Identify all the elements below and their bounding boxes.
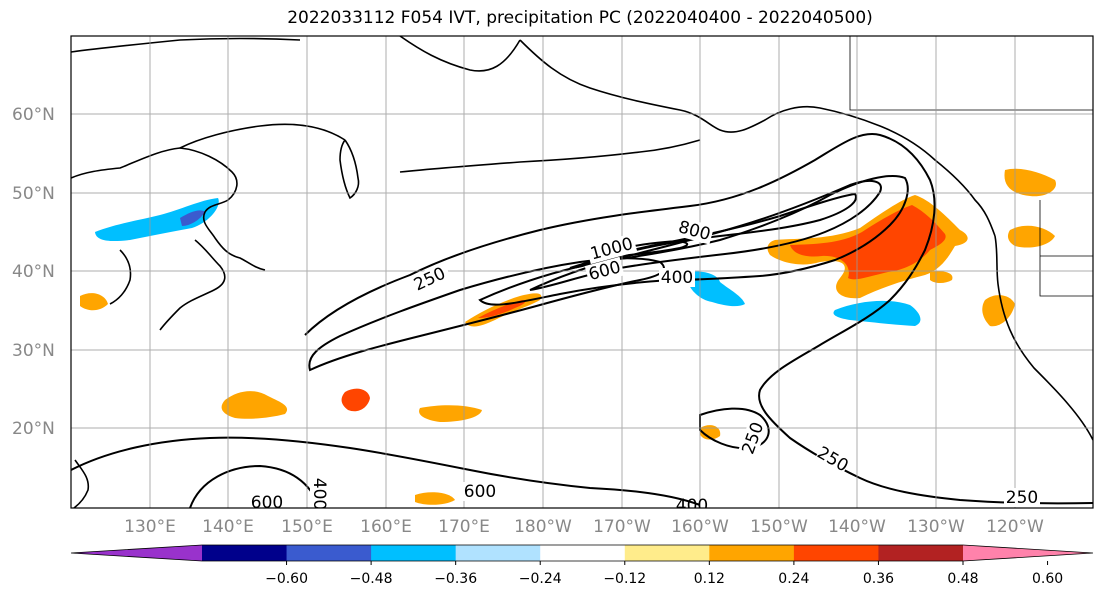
negative-precip-patch [833,300,921,326]
colorbar-swatches [71,545,1093,561]
latitude-labels: 60°N 50°N 40°N 30°N 20°N [12,105,55,439]
lat-label: 50°N [12,184,55,204]
colorbar-tick-label: 0.24 [778,571,809,587]
colorbar-tick-label: 0.36 [863,571,894,587]
kamchatka-coastline [339,139,360,200]
positive-precip-patch [341,388,370,412]
colorbar-swatch [455,545,541,561]
lon-label: 130°W [907,517,965,537]
colorbar-extend-max [963,545,1093,561]
positive-precip-patch [982,295,1015,327]
positive-precip-patch [221,391,288,419]
negative-precip-patch [95,198,219,242]
lon-label: 170°W [593,517,651,537]
colorbar-ticks: −0.60 −0.48 −0.36 −0.24 −0.12 0.12 0.24 0.36 0.4… [265,561,1063,587]
colorbar-tick-label: 0.12 [694,571,725,587]
positive-precip-patch [1007,225,1055,248]
colorbar-swatch [540,545,626,561]
positive-precip-patch [419,405,482,422]
bering-coastline [399,36,521,72]
lon-label: 130°E [124,517,176,537]
us-state-borders [1039,200,1093,297]
okhotsk-coastline [179,123,346,149]
lat-label: 30°N [12,341,55,361]
canada-border [849,36,1093,111]
precipitation-shading [80,168,1056,505]
colorbar-tick-label: 0.60 [1032,571,1063,587]
lat-label: 60°N [12,105,55,125]
colorbar-swatch [793,545,879,561]
lon-label: 160°W [671,517,729,537]
colorbar-tick-label: −0.12 [603,571,646,587]
lon-label: 180°W [514,517,572,537]
philippines-coastline [73,459,90,508]
ivt-contour-250 [304,133,1093,505]
map-frame [70,35,1094,509]
lon-label: 120°W [986,517,1044,537]
colorbar-swatch [202,545,288,561]
japan-coastline [159,239,226,331]
contour-label: 400 [661,268,693,288]
positive-precip-patch [80,293,108,311]
korea-coastline [109,249,132,305]
lon-label: 160°E [360,517,412,537]
lat-label: 40°N [12,262,55,282]
colorbar-tick-label: 0.48 [947,571,978,587]
lat-label: 20°N [12,419,55,439]
lon-label: 140°W [828,517,886,537]
positive-precip-core [478,300,526,318]
colorbar: −0.60 −0.48 −0.36 −0.24 −0.12 0.12 0.24 0.36 0.4… [70,544,1094,587]
colorbar-tick-label: −0.48 [350,571,393,587]
lon-label: 140°E [202,517,254,537]
colorbar-swatch [286,545,372,561]
map-title: 2022033112 F054 IVT, precipitation PC (2… [287,8,873,28]
positive-precip-patch [700,425,721,440]
positive-precip-patch [415,492,455,505]
colorbar-tick-label: −0.24 [519,571,562,587]
lon-label: 150°E [281,517,333,537]
aleutian-chain [399,139,701,173]
ivt-contour-600-south [189,464,321,508]
lon-label: 170°E [438,517,490,537]
positive-precip-patch [1004,168,1056,197]
lon-label: 150°W [750,517,808,537]
ivt-contour-south-loop [71,436,701,506]
ivt-contour-250-east [699,407,770,450]
colorbar-swatch [371,545,457,561]
contour-label: 600 [464,482,496,502]
longitude-labels: 130°E 140°E 150°E 160°E 170°E 180°W 170°… [124,517,1044,537]
alaska-coastline [519,39,996,237]
colorbar-tick-label: −0.60 [265,571,308,587]
contour-label: 400 [676,496,708,516]
negative-precip-core [180,210,205,226]
colorbar-tick-label: −0.36 [434,571,477,587]
ivt-contour-600 [529,179,882,291]
siberia-coastline [71,37,301,53]
colorbar-swatch [624,545,710,561]
colorbar-outline [70,544,1094,562]
contour-label: 600 [251,493,283,513]
colorbar-swatch [709,545,795,561]
contour-label: 250 [1006,488,1038,508]
colorbar-swatch [878,545,964,561]
ivt-contours [71,133,1093,508]
graticule [71,36,1093,508]
ivt-contour-400 [478,174,909,306]
colorbar-extend-min [71,545,202,561]
contour-label: 400 [309,478,329,510]
